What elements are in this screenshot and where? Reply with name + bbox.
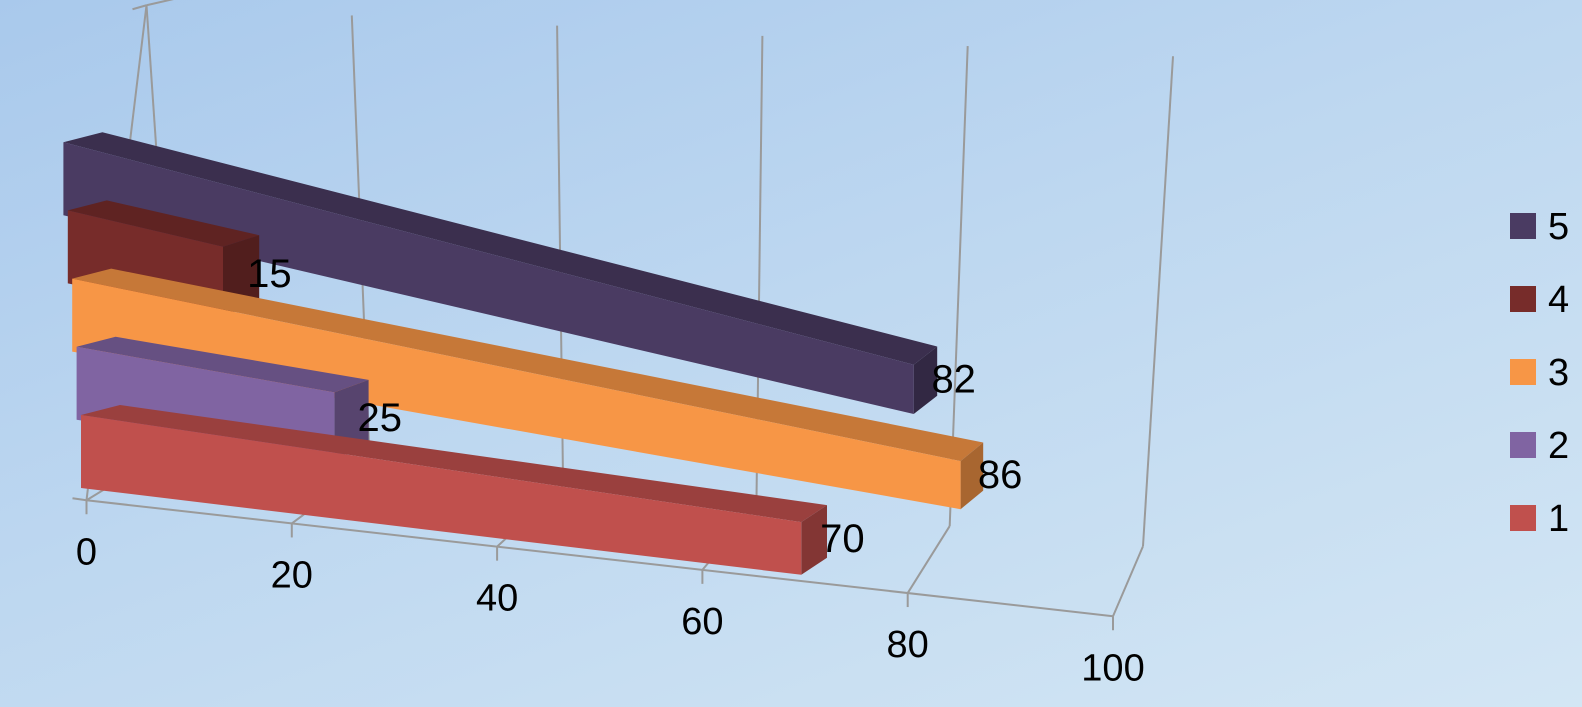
data-label-1: 70	[820, 517, 865, 561]
legend: 5 4 3 2 1	[1510, 206, 1569, 540]
bar-3-top-face	[72, 268, 984, 462]
bar-5-end-face	[913, 346, 938, 414]
bar-5	[63, 132, 938, 414]
gridline-floor	[906, 525, 951, 594]
data-label-5: 82	[931, 357, 976, 401]
x-tick-label: 80	[887, 624, 929, 666]
legend-label-5: 5	[1548, 206, 1569, 248]
bar-3-front-face	[72, 278, 961, 510]
x-tick-label: 20	[271, 554, 313, 596]
x-tick-label: 40	[476, 578, 518, 620]
data-label-2: 25	[357, 396, 402, 440]
data-label-4: 15	[247, 252, 292, 296]
legend-swatch-5	[1510, 213, 1536, 239]
wall-top-edge	[146, 0, 174, 7]
x-tick-labels: 0 20 40 60 80 100	[76, 531, 1145, 689]
bar-1-end-face	[801, 505, 827, 575]
legend-label-4: 4	[1548, 279, 1569, 321]
x-tick-label: 60	[681, 601, 723, 643]
gridline-vertical	[1142, 56, 1174, 547]
bar-3-end-face	[960, 442, 984, 510]
axis-tick	[72, 497, 87, 502]
bar-1-top-face	[81, 405, 827, 523]
x-tick-label: 0	[76, 531, 97, 573]
bar-1	[81, 405, 827, 575]
legend-swatch-2	[1510, 432, 1536, 458]
gridline-floor	[1112, 545, 1144, 617]
bar-2-top-face	[76, 336, 369, 393]
legend-label-3: 3	[1548, 352, 1569, 394]
x-tick-label: 100	[1081, 647, 1144, 689]
axis-tick	[132, 4, 147, 11]
bar-4-top-face	[67, 200, 260, 247]
bar-5-front-face	[63, 142, 914, 414]
data-label-3: 86	[978, 453, 1023, 497]
bars: 70 25 86 15 82	[63, 132, 1022, 575]
x-axis-line	[86, 499, 1114, 618]
bar-5-top-face	[63, 132, 938, 365]
legend-swatch-3	[1510, 359, 1536, 385]
bar-3	[72, 268, 984, 510]
bar-1-front-face	[81, 415, 802, 575]
legend-swatch-4	[1510, 286, 1536, 312]
legend-label-1: 1	[1548, 498, 1569, 540]
legend-swatch-1	[1510, 505, 1536, 531]
legend-label-2: 2	[1548, 425, 1569, 467]
